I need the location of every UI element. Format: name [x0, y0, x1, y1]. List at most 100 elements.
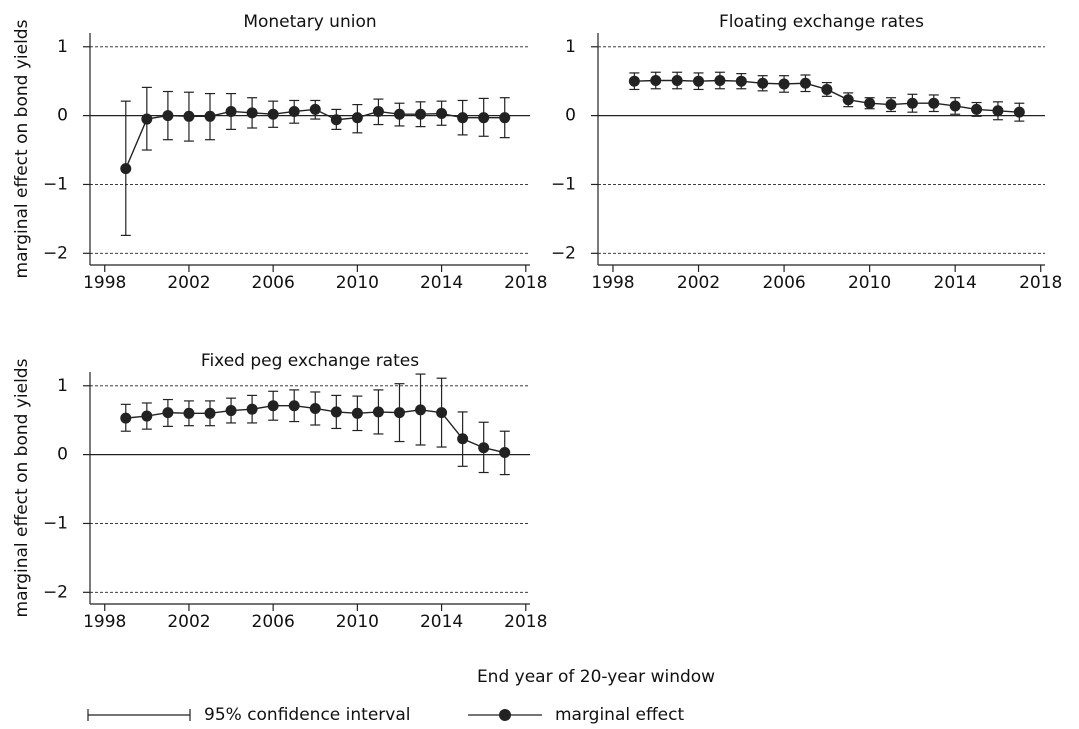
marker: [478, 112, 490, 124]
marker: [120, 412, 132, 424]
y-tick-label: 0: [57, 106, 68, 126]
marker: [457, 112, 469, 124]
y-tick-label: −1: [43, 174, 68, 194]
panel-title: Floating exchange rates: [719, 12, 924, 32]
marker: [162, 110, 174, 122]
marker: [309, 402, 321, 414]
x-tick-label: 1998: [83, 273, 126, 293]
x-tick-label: 2010: [336, 612, 379, 632]
marker: [372, 406, 384, 418]
marker: [204, 110, 216, 122]
x-tick-label: 2014: [420, 273, 463, 293]
x-tick-label: 2006: [252, 612, 295, 632]
marker: [288, 400, 300, 412]
marker: [478, 442, 490, 454]
x-tick-label: 2006: [762, 273, 805, 293]
marker: [436, 108, 448, 120]
marker: [949, 100, 961, 112]
marker: [415, 108, 427, 120]
y-tick-label: 0: [57, 445, 68, 465]
panel-title: Fixed peg exchange rates: [201, 351, 419, 371]
marker: [693, 75, 705, 87]
marker: [842, 94, 854, 106]
y-tick-label: 1: [565, 37, 576, 57]
y-tick-label: −1: [551, 174, 576, 194]
marker: [885, 99, 897, 111]
marker: [330, 114, 342, 126]
y-tick-label: −2: [551, 243, 576, 263]
panel: Fixed peg exchange rates marginal effect …: [12, 351, 547, 632]
y-axis-label: marginal effect on bond yields: [12, 19, 32, 278]
marker: [906, 97, 918, 109]
marker: [436, 407, 448, 419]
y-tick-label: 1: [57, 37, 68, 57]
marker: [821, 83, 833, 95]
marker: [267, 108, 279, 120]
marker: [735, 75, 747, 87]
x-tick-label: 2014: [420, 612, 463, 632]
marker: [393, 407, 405, 419]
y-tick-label: 0: [565, 106, 576, 126]
y-tick-label: −1: [43, 513, 68, 533]
marker: [671, 75, 683, 87]
marker: [992, 105, 1004, 117]
panel-title: Monetary union: [243, 12, 376, 32]
panel: Monetary union marginal effect on bond yi…: [12, 12, 547, 293]
marker: [288, 105, 300, 117]
x-tick-label: 2002: [677, 273, 720, 293]
marker: [204, 407, 216, 419]
marker: [372, 105, 384, 117]
y-tick-label: 1: [57, 376, 68, 396]
marker: [799, 77, 811, 89]
marker: [267, 400, 279, 412]
legend-marker: [499, 709, 511, 721]
marker: [928, 97, 940, 109]
marker: [757, 77, 769, 89]
marker: [351, 112, 363, 124]
x-tick-label: 2014: [934, 273, 977, 293]
marker: [246, 403, 258, 415]
y-tick-label: −2: [43, 582, 68, 602]
legend-label: marginal effect: [555, 705, 684, 725]
x-axis-label: End year of 20-year window: [477, 667, 715, 687]
marker: [141, 113, 153, 125]
marker: [714, 75, 726, 87]
marker: [141, 410, 153, 422]
marker: [225, 105, 237, 117]
marker: [120, 163, 132, 175]
x-tick-label: 2018: [504, 612, 547, 632]
x-tick-label: 2018: [1019, 273, 1062, 293]
marker: [499, 447, 511, 459]
marker: [351, 407, 363, 419]
x-tick-label: 2010: [336, 273, 379, 293]
marker: [971, 103, 983, 115]
y-tick-label: −2: [43, 243, 68, 263]
marker: [183, 407, 195, 419]
marker: [778, 78, 790, 90]
panel: Floating exchange rates −2 −1 0 1 1998 2002 200…: [551, 12, 1062, 293]
legend-label: 95% confidence interval: [204, 705, 410, 725]
marker: [415, 404, 427, 416]
legend: 95% confidence interval marginal effect: [87, 705, 684, 725]
marker: [246, 107, 258, 119]
marker: [225, 405, 237, 417]
marker: [628, 75, 640, 87]
marker: [393, 108, 405, 120]
x-tick-label: 1998: [83, 612, 126, 632]
marker: [457, 433, 469, 445]
x-tick-label: 2018: [504, 273, 547, 293]
x-tick-label: 2002: [167, 273, 210, 293]
marker: [499, 112, 511, 124]
marker: [309, 103, 321, 115]
marker: [864, 97, 876, 109]
y-axis-label: marginal effect on bond yields: [12, 358, 32, 617]
marker: [183, 110, 195, 122]
marker: [330, 406, 342, 418]
x-tick-label: 2010: [848, 273, 891, 293]
marker: [1013, 106, 1025, 118]
x-tick-label: 2002: [167, 612, 210, 632]
marker: [162, 407, 174, 419]
x-tick-label: 1998: [591, 273, 634, 293]
marker: [650, 75, 662, 87]
